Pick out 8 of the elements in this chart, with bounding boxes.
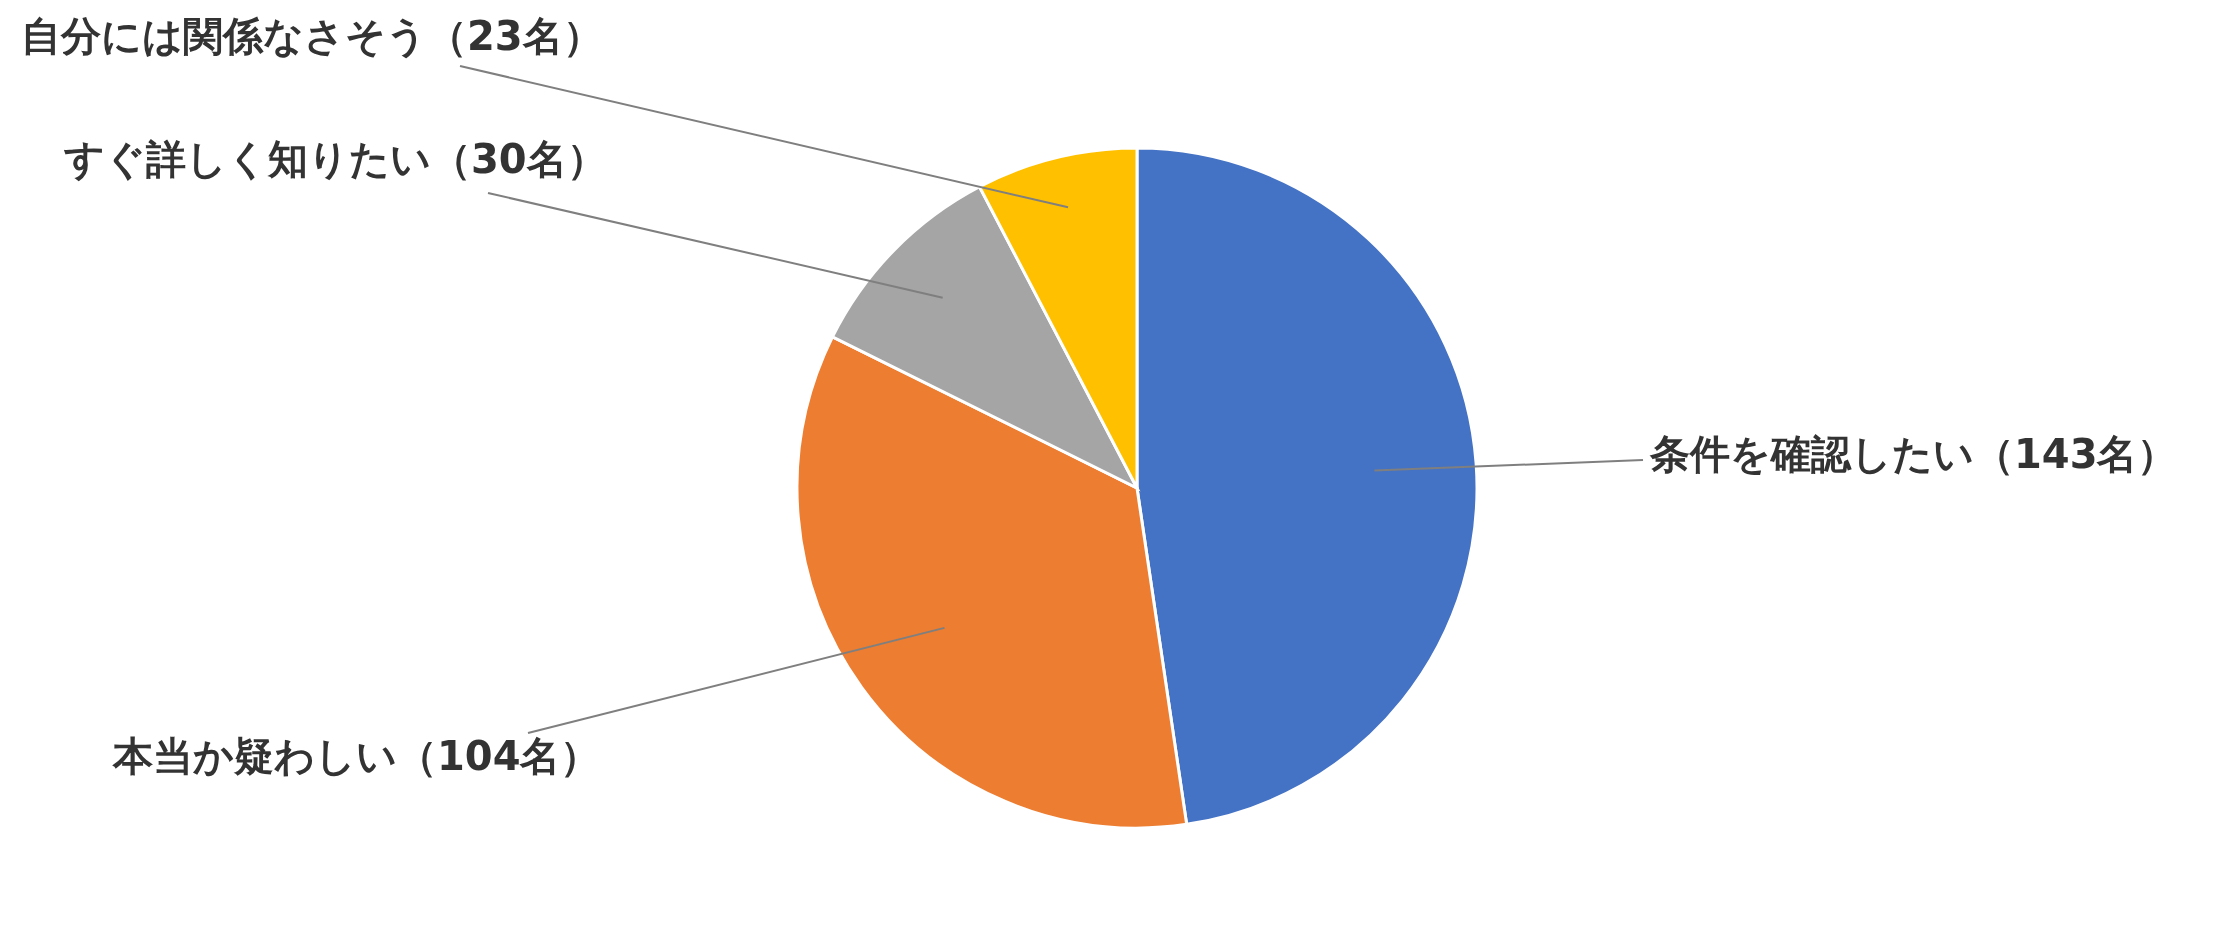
slice-label: すぐ詳しく知りたい [63, 136, 431, 182]
slice-label: 条件を確認したい [1649, 431, 1974, 477]
data-label: （104名） [397, 733, 601, 779]
data-label: （23名） [427, 13, 603, 59]
slice-label: 本当か疑わしい [112, 733, 397, 779]
slice-label: 自分には関係なさそう [21, 13, 427, 59]
data-label: （143名） [1974, 431, 2178, 477]
data-label: （30名） [431, 136, 607, 182]
